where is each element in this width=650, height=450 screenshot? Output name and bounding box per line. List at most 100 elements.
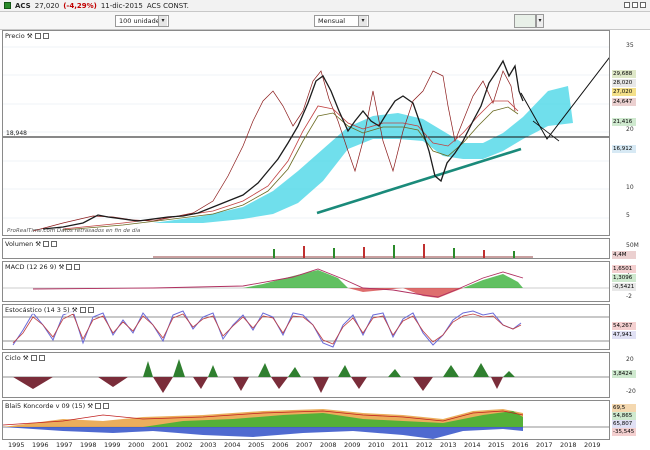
year-label: 1996 [32, 441, 49, 449]
window-icon[interactable] [79, 307, 86, 313]
window-icon[interactable] [30, 355, 37, 361]
macd-line [32, 268, 524, 298]
minimize-icon[interactable] [624, 2, 630, 8]
macd-tag: -0,5421 [612, 283, 636, 291]
koncorde-blue-area [3, 427, 523, 439]
wrench-icon[interactable]: ⚒ [22, 354, 29, 362]
volume-panel[interactable]: Volumen ⚒ [2, 238, 610, 259]
price-tag: 28,020 [612, 79, 636, 87]
window-icon[interactable] [95, 403, 102, 409]
year-label: 2002 [176, 441, 193, 449]
last-price: 27,020 [34, 1, 60, 10]
year-label: 2018 [560, 441, 577, 449]
ciclo-panel[interactable]: Ciclo ⚒ [2, 352, 610, 398]
ciclo-positive [143, 359, 515, 377]
close-icon[interactable] [42, 33, 49, 39]
window-icon[interactable] [66, 264, 73, 270]
stochastic-tag: 47,941 [612, 331, 636, 339]
price-tick: 35 [626, 42, 634, 49]
moving-average-1 [62, 100, 519, 230]
chart-type-button[interactable] [514, 14, 536, 28]
price-change: (-4,29%) [63, 1, 97, 10]
year-label: 2011 [392, 441, 409, 449]
close-icon[interactable] [74, 264, 81, 270]
ticker-symbol: ACS [15, 1, 31, 10]
year-label: 2015 [488, 441, 505, 449]
year-label: 2016 [512, 441, 529, 449]
price-tick: 10 [626, 184, 634, 191]
year-label: 2005 [248, 441, 265, 449]
window-buttons[interactable] [624, 2, 646, 8]
stochastic-tag: 54,267 [612, 322, 636, 330]
price-chart-svg [3, 46, 609, 232]
quote-date: 11-dic-2015 [100, 1, 143, 10]
macd-histogram-negative [348, 288, 463, 298]
wrench-icon[interactable]: ⚒ [87, 402, 94, 410]
macd-tick: -2 [626, 293, 632, 300]
units-select[interactable]: 100 unidades ▾ [115, 15, 169, 27]
period-select[interactable]: Mensual ▾ [314, 15, 369, 27]
price-panel-label: Precio ⚒ [5, 32, 51, 40]
wrench-icon[interactable]: ⚒ [26, 32, 33, 40]
window-icon[interactable] [43, 241, 50, 247]
koncorde-panel[interactable]: Blai5 Koncorde v 09 (15) ⚒ [2, 400, 610, 440]
volume-panel-title: Volumen [5, 240, 34, 248]
wrench-icon[interactable]: ⚒ [58, 263, 65, 271]
red-indicator-line [32, 70, 516, 232]
stochastic-panel[interactable]: Estocástico (14 3 5) ⚒ [2, 304, 610, 350]
macd-chart-svg [3, 268, 609, 298]
moving-average-2 [62, 106, 519, 231]
price-panel[interactable]: Precio ⚒ 18,948 ProRealTime.com Datos re… [2, 30, 610, 236]
support-level-label: 18,948 [6, 130, 27, 137]
year-label: 2004 [224, 441, 241, 449]
year-label: 2017 [536, 441, 553, 449]
koncorde-tag: -35,545 [612, 428, 636, 436]
macd-panel[interactable]: MACD (12 26 9) ⚒ [2, 261, 610, 302]
wrench-icon[interactable]: ⚒ [71, 306, 78, 314]
close-icon[interactable] [640, 2, 646, 8]
price-tag: 21,416 [612, 118, 636, 126]
koncorde-tag: 54,865 [612, 412, 636, 420]
volume-tag: 4,4M [612, 251, 636, 259]
stochastic-chart-svg [3, 310, 609, 348]
chevron-down-icon[interactable]: ▾ [358, 16, 367, 26]
price-tag: 16,912 [612, 145, 636, 153]
koncorde-panel-title: Blai5 Koncorde v 09 (15) [5, 402, 86, 410]
year-label: 2019 [584, 441, 601, 449]
ichimoku-cloud [153, 86, 573, 223]
year-label: 1997 [56, 441, 73, 449]
year-label: 2013 [440, 441, 457, 449]
window-icon[interactable] [34, 33, 41, 39]
year-label: 2008 [320, 441, 337, 449]
price-panel-title: Precio [5, 32, 25, 40]
projection-arrow [520, 57, 609, 140]
wrench-icon[interactable]: ⚒ [35, 240, 42, 248]
chart-type-dropdown[interactable]: ▾ [536, 14, 544, 28]
price-axis: 35 20 10 5 [612, 30, 650, 236]
close-icon[interactable] [103, 403, 110, 409]
volume-tick: 50M [626, 242, 639, 249]
koncorde-green-area [143, 411, 523, 427]
macd-histogram-positive-2 [463, 274, 523, 288]
ciclo-tick: 20 [626, 356, 634, 363]
chevron-down-icon[interactable]: ▾ [158, 16, 167, 26]
year-label: 1998 [80, 441, 97, 449]
close-icon[interactable] [38, 355, 45, 361]
volume-chart-svg [153, 244, 533, 258]
units-select-value: 100 unidades [119, 17, 164, 25]
ciclo-tick: -20 [626, 388, 636, 395]
stochastic-d-line [12, 313, 522, 345]
macd-histogram-positive [243, 270, 348, 288]
instrument-name: ACS CONST. [146, 1, 189, 10]
volume-axis: 50M [612, 238, 650, 259]
macd-tag: 1,3096 [612, 274, 636, 282]
close-icon[interactable] [51, 241, 58, 247]
year-label: 2001 [152, 441, 169, 449]
close-icon[interactable] [87, 307, 94, 313]
maximize-icon[interactable] [632, 2, 638, 8]
price-tick: 5 [626, 212, 630, 219]
year-label: 2000 [128, 441, 145, 449]
koncorde-tag: 65,807 [612, 420, 636, 428]
ciclo-chart-svg [3, 359, 609, 393]
year-label: 2009 [344, 441, 361, 449]
